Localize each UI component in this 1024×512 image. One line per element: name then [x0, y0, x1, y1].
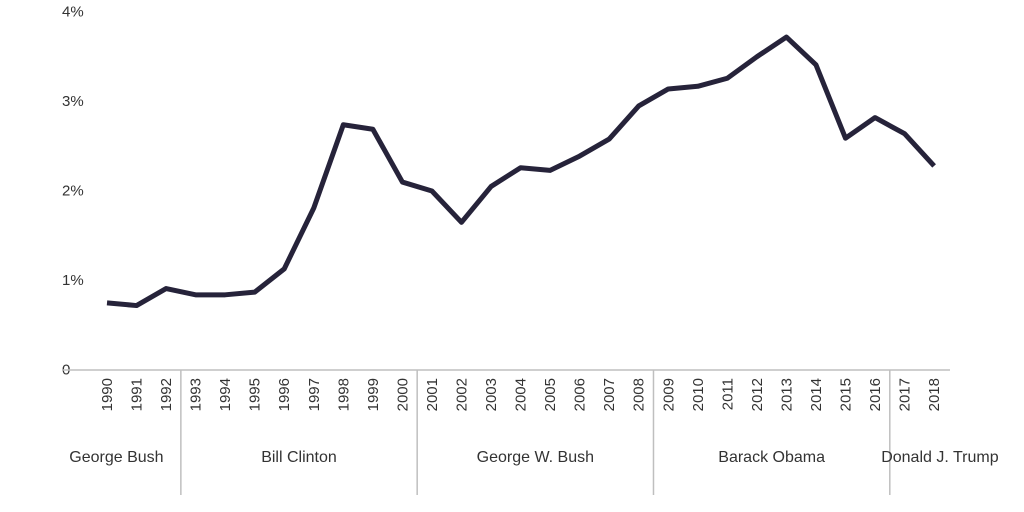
- x-tick-label: 2014: [808, 378, 825, 411]
- x-tick-label: 2007: [601, 378, 618, 411]
- x-tick-label: 1991: [129, 378, 146, 411]
- group-separators: [180, 370, 891, 495]
- y-axis-ticks: 01%2%3%4%: [62, 4, 84, 379]
- y-tick-label: 3%: [62, 93, 84, 110]
- y-tick-label: 2%: [62, 183, 84, 200]
- x-tick-label: 2004: [513, 378, 530, 411]
- x-tick-label: 2013: [778, 378, 795, 411]
- x-tick-label: 2011: [719, 378, 736, 410]
- x-tick-label: 2008: [631, 378, 648, 411]
- y-tick-label: 1%: [62, 272, 84, 289]
- x-tick-label: 2018: [926, 378, 943, 411]
- x-axis-ticks: 1990 1991 1992 1993 1994 1995 1996 1997 1998 1999…: [99, 378, 943, 411]
- x-tick-label: 1994: [217, 378, 234, 411]
- x-tick-label: 2006: [572, 378, 589, 411]
- x-tick-label: 1998: [335, 378, 352, 411]
- x-tick-label: 1999: [365, 378, 382, 411]
- series-line: [106, 34, 936, 309]
- president-group-label: Bill Clinton: [261, 449, 337, 466]
- x-tick-label: 2009: [660, 378, 677, 411]
- x-tick-label: 2015: [838, 378, 855, 411]
- president-group-label: George W. Bush: [477, 449, 594, 466]
- x-tick-label: 2003: [483, 378, 500, 411]
- x-tick-label: 2010: [690, 378, 707, 411]
- x-tick-label: 1997: [306, 378, 323, 411]
- x-tick-label: 2000: [394, 378, 411, 411]
- president-group-label: George Bush: [69, 449, 163, 466]
- x-tick-label: 1995: [247, 378, 264, 411]
- president-group-label: Barack Obama: [718, 449, 825, 466]
- x-tick-label: 2017: [897, 378, 914, 411]
- x-tick-label: 2002: [453, 378, 470, 411]
- series-group: [106, 34, 936, 309]
- x-tick-label: 1990: [99, 378, 116, 411]
- president-group-label: Donald J. Trump: [881, 449, 998, 466]
- x-tick-label: 1993: [188, 378, 205, 411]
- x-tick-label: 2012: [749, 378, 766, 411]
- x-tick-label: 2005: [542, 378, 559, 411]
- group-labels: George Bush Bill Clinton George W. Bush Bar…: [69, 449, 998, 466]
- y-tick-label: 4%: [62, 4, 84, 21]
- x-tick-label: 2001: [424, 378, 441, 411]
- x-tick-label: 1992: [158, 378, 175, 411]
- x-tick-label: 1996: [276, 378, 293, 411]
- x-tick-label: 2016: [867, 378, 884, 411]
